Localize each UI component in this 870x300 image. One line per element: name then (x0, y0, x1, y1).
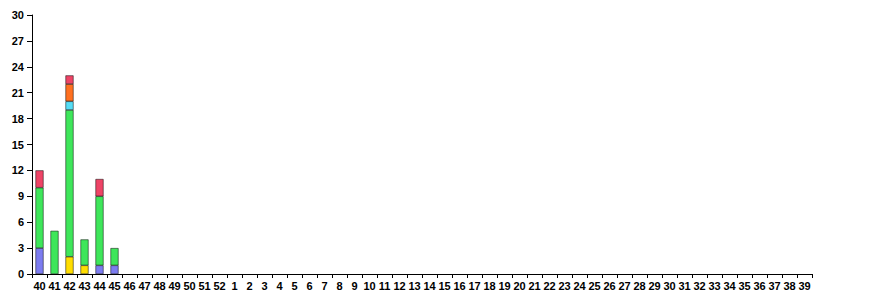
svg-text:52: 52 (213, 280, 225, 292)
svg-text:21: 21 (12, 87, 24, 99)
svg-text:44: 44 (93, 280, 106, 292)
svg-text:49: 49 (168, 280, 180, 292)
svg-text:16: 16 (453, 280, 465, 292)
svg-text:5: 5 (291, 280, 297, 292)
svg-text:0: 0 (18, 268, 24, 280)
svg-text:12: 12 (393, 280, 405, 292)
svg-text:4: 4 (276, 280, 283, 292)
svg-text:33: 33 (708, 280, 720, 292)
svg-text:42: 42 (63, 280, 75, 292)
svg-text:3: 3 (18, 242, 24, 254)
svg-text:15: 15 (12, 139, 24, 151)
svg-text:18: 18 (483, 280, 495, 292)
svg-text:28: 28 (633, 280, 645, 292)
svg-text:9: 9 (351, 280, 357, 292)
svg-text:38: 38 (783, 280, 795, 292)
svg-text:8: 8 (336, 280, 342, 292)
svg-text:6: 6 (18, 216, 24, 228)
svg-text:35: 35 (738, 280, 750, 292)
svg-text:48: 48 (153, 280, 165, 292)
svg-text:46: 46 (123, 280, 135, 292)
svg-text:6: 6 (306, 280, 312, 292)
svg-text:22: 22 (543, 280, 555, 292)
svg-text:19: 19 (498, 280, 510, 292)
svg-text:14: 14 (423, 280, 436, 292)
svg-text:25: 25 (588, 280, 600, 292)
svg-text:13: 13 (408, 280, 420, 292)
svg-text:50: 50 (183, 280, 195, 292)
svg-text:10: 10 (363, 280, 375, 292)
svg-text:40: 40 (33, 280, 45, 292)
svg-text:51: 51 (198, 280, 210, 292)
svg-text:41: 41 (48, 280, 60, 292)
svg-text:36: 36 (753, 280, 765, 292)
svg-text:7: 7 (321, 280, 327, 292)
svg-text:31: 31 (678, 280, 690, 292)
svg-text:27: 27 (618, 280, 630, 292)
svg-text:18: 18 (12, 113, 24, 125)
svg-text:20: 20 (513, 280, 525, 292)
svg-text:26: 26 (603, 280, 615, 292)
svg-text:12: 12 (12, 164, 24, 176)
svg-text:2: 2 (246, 280, 252, 292)
svg-text:30: 30 (663, 280, 675, 292)
svg-text:30: 30 (12, 9, 24, 21)
svg-text:1: 1 (231, 280, 237, 292)
svg-text:32: 32 (693, 280, 705, 292)
svg-text:37: 37 (768, 280, 780, 292)
svg-text:34: 34 (723, 280, 736, 292)
svg-text:9: 9 (18, 190, 24, 202)
svg-text:11: 11 (379, 280, 391, 292)
svg-text:27: 27 (12, 35, 24, 47)
svg-text:47: 47 (138, 280, 150, 292)
svg-text:17: 17 (468, 280, 480, 292)
svg-text:24: 24 (12, 61, 25, 73)
svg-text:21: 21 (528, 280, 540, 292)
svg-text:23: 23 (558, 280, 570, 292)
svg-text:43: 43 (78, 280, 90, 292)
svg-text:39: 39 (798, 280, 810, 292)
svg-text:29: 29 (648, 280, 660, 292)
svg-text:15: 15 (438, 280, 450, 292)
svg-text:24: 24 (573, 280, 586, 292)
svg-text:45: 45 (108, 280, 120, 292)
svg-text:3: 3 (261, 280, 267, 292)
